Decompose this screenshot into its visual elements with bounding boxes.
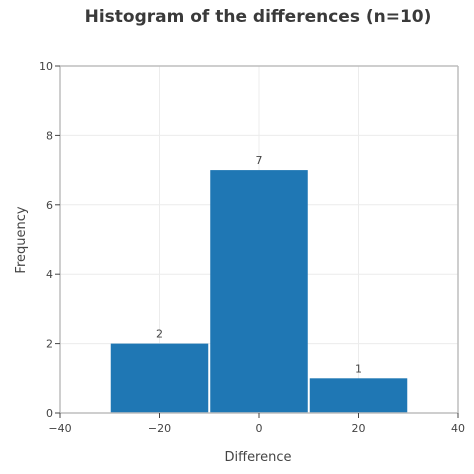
histogram-bar [210, 170, 308, 413]
chart-title: Histogram of the differences (n=10) [85, 7, 432, 27]
bar-value-label: 1 [355, 362, 362, 375]
histogram-bar [110, 343, 209, 413]
y-tick-label: 2 [46, 338, 53, 351]
x-tick-label: 0 [256, 422, 263, 435]
bars [110, 170, 408, 413]
x-tick-label: −40 [48, 422, 71, 435]
x-tick-label: 20 [352, 422, 366, 435]
y-tick-label: 6 [46, 199, 53, 212]
bar-value-label: 2 [156, 328, 163, 341]
x-axis-label: Difference [224, 450, 291, 465]
axes: −40 −20 0 20 40 0 2 4 6 8 10 [39, 60, 465, 435]
y-tick-label: 10 [39, 60, 53, 73]
y-tick-label: 0 [46, 407, 53, 420]
y-axis-label: Frequency [14, 206, 29, 273]
y-tick-label: 4 [46, 268, 53, 281]
histogram-bar [309, 378, 408, 413]
x-tick-label: −20 [148, 422, 171, 435]
bar-value-label: 7 [256, 154, 263, 167]
y-tick-label: 8 [46, 129, 53, 142]
data-labels: 2 7 1 [156, 154, 362, 375]
x-tick-label: 40 [451, 422, 465, 435]
